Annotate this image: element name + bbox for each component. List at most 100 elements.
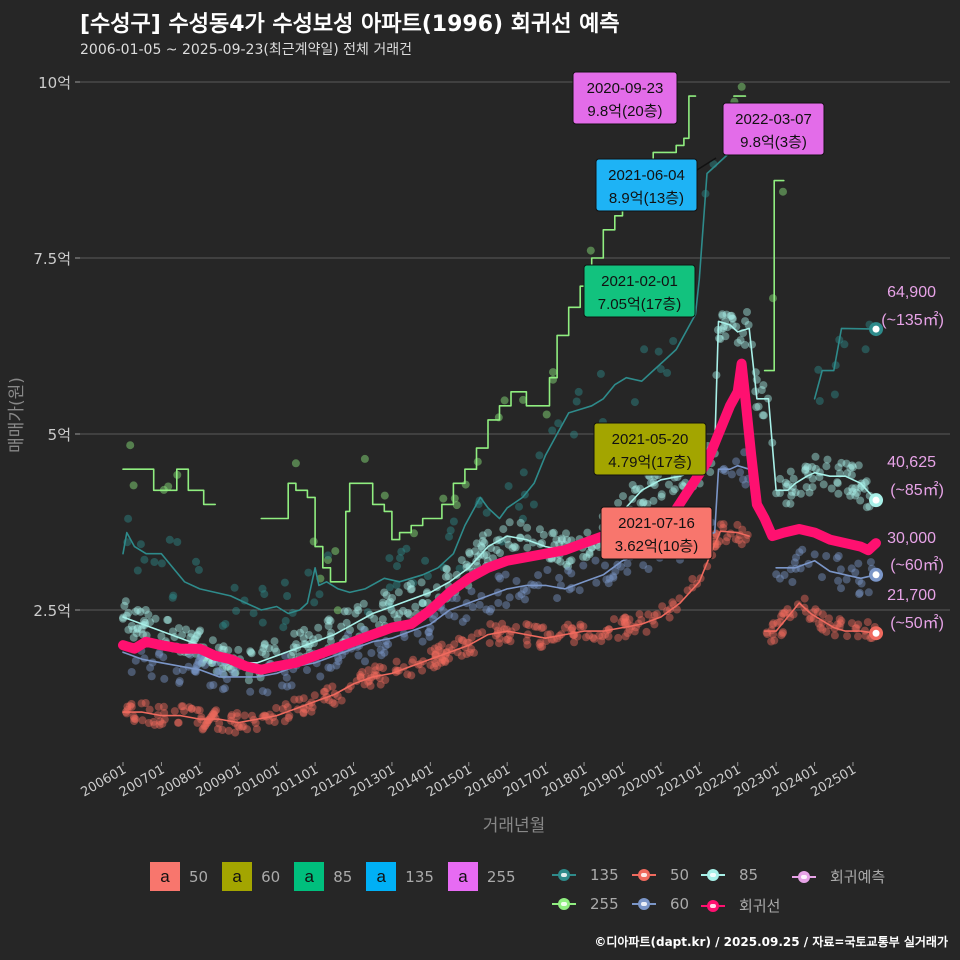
scatter-point bbox=[150, 720, 159, 729]
scatter-point bbox=[392, 581, 401, 589]
scatter-point bbox=[538, 642, 547, 651]
scatter-point bbox=[164, 616, 173, 624]
scatter-point bbox=[780, 608, 789, 617]
scatter-point bbox=[227, 711, 236, 720]
scatter-point bbox=[299, 708, 308, 717]
scatter-point bbox=[565, 557, 574, 566]
scatter-point bbox=[482, 605, 491, 614]
scatter-point bbox=[718, 310, 727, 319]
scatter-point bbox=[586, 246, 595, 255]
scatter-point bbox=[535, 640, 544, 649]
scatter-point bbox=[491, 622, 500, 631]
scatter-point bbox=[815, 397, 824, 405]
scatter-point bbox=[124, 608, 133, 617]
scatter-point bbox=[788, 578, 797, 586]
scatter-point bbox=[246, 647, 255, 656]
scatter-point bbox=[625, 615, 634, 624]
scatter-point bbox=[598, 632, 607, 641]
annotation-label: 2021-02-01 7.05억(17층) bbox=[583, 264, 696, 318]
scatter-point bbox=[457, 556, 466, 565]
scatter-point bbox=[656, 365, 665, 373]
scatter-point bbox=[384, 598, 393, 607]
scatter-point bbox=[126, 702, 135, 710]
scatter-point bbox=[198, 658, 207, 666]
scatter-point bbox=[360, 454, 369, 463]
scatter-point bbox=[830, 631, 839, 640]
scatter-point bbox=[779, 609, 788, 618]
scatter-point bbox=[776, 574, 784, 583]
scatter-point bbox=[769, 619, 778, 628]
scatter-point bbox=[258, 584, 267, 593]
scatter-point bbox=[557, 536, 566, 545]
scatter-point bbox=[382, 591, 391, 600]
scatter-point bbox=[611, 567, 620, 576]
scatter-point bbox=[290, 695, 299, 704]
scatter-point bbox=[315, 590, 324, 599]
scatter-point bbox=[437, 658, 446, 667]
scatter-point bbox=[848, 461, 856, 470]
scatter-point bbox=[649, 496, 658, 505]
scatter-point bbox=[846, 464, 855, 473]
scatter-point bbox=[299, 709, 308, 718]
scatter-point bbox=[243, 725, 252, 734]
scatter-point bbox=[287, 681, 296, 690]
scatter-point bbox=[359, 599, 368, 608]
scatter-point bbox=[200, 722, 209, 731]
scatter-point bbox=[733, 520, 742, 529]
end-marker-center bbox=[872, 496, 880, 504]
scatter-point bbox=[446, 526, 455, 535]
scatter-point bbox=[499, 525, 508, 534]
scatter-point bbox=[461, 480, 470, 489]
legend-fill-label: 135 bbox=[405, 867, 434, 886]
scatter-point bbox=[837, 458, 846, 467]
scatter-point bbox=[342, 618, 351, 627]
scatter-point bbox=[778, 629, 787, 638]
scatter-point bbox=[808, 483, 817, 492]
scatter-point bbox=[272, 647, 281, 656]
scatter-point bbox=[178, 666, 187, 675]
annotation-box bbox=[593, 422, 707, 476]
scatter-point bbox=[299, 694, 308, 703]
scatter-point bbox=[487, 605, 496, 613]
scatter-point bbox=[801, 607, 810, 616]
scatter-point bbox=[168, 627, 177, 636]
series-line-135 bbox=[122, 151, 731, 615]
scatter-point bbox=[332, 661, 341, 670]
scatter-point bbox=[621, 613, 630, 622]
scatter-point bbox=[129, 633, 138, 642]
scatter-point bbox=[789, 474, 798, 483]
scatter-point bbox=[418, 598, 427, 607]
scatter-point bbox=[160, 715, 169, 724]
series-line-135 bbox=[813, 327, 877, 400]
annotation-date: 2021-05-20 bbox=[612, 431, 689, 448]
scatter-point bbox=[534, 571, 543, 580]
scatter-point bbox=[812, 464, 820, 473]
scatter-point bbox=[233, 712, 242, 721]
legend-fill: a 50 a 60 a 85 a 135 a 255 bbox=[150, 862, 530, 891]
scatter-point bbox=[861, 345, 870, 354]
scatter-point bbox=[310, 598, 319, 607]
scatter-point bbox=[527, 580, 536, 589]
scatter-point bbox=[445, 654, 454, 663]
scatter-point bbox=[403, 581, 412, 590]
scatter-point bbox=[133, 625, 142, 633]
scatter-point bbox=[630, 398, 639, 407]
scatter-point bbox=[519, 468, 528, 477]
scatter-point bbox=[344, 607, 352, 616]
scatter-point bbox=[426, 661, 435, 669]
scatter-point bbox=[377, 651, 386, 660]
scatter-point bbox=[393, 562, 401, 571]
annotation-label: 2022-03-07 9.8억(3층) bbox=[722, 102, 825, 156]
scatter-point bbox=[260, 590, 269, 599]
scatter-point bbox=[833, 478, 842, 487]
scatter-point bbox=[496, 549, 504, 557]
scatter-point bbox=[320, 687, 329, 696]
scatter-point bbox=[214, 666, 223, 675]
scatter-point bbox=[437, 640, 446, 649]
scatter-point bbox=[727, 470, 736, 479]
scatter-point bbox=[579, 552, 588, 561]
scatter-point bbox=[301, 705, 310, 714]
scatter-point bbox=[459, 636, 468, 645]
scatter-point bbox=[602, 575, 611, 584]
scatter-point bbox=[138, 716, 147, 725]
